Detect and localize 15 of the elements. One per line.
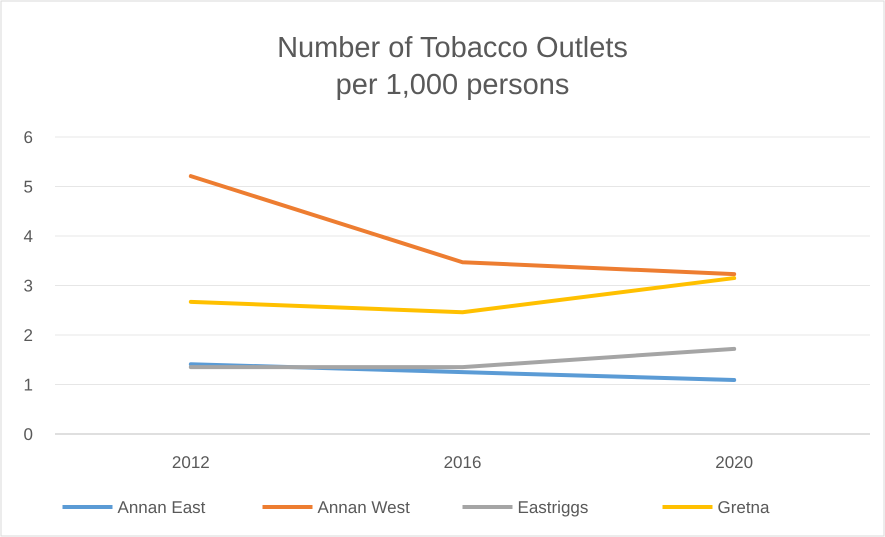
y-tick-label: 1: [24, 375, 33, 394]
x-tick-label: 2020: [715, 453, 754, 472]
legend-label: Eastriggs: [518, 498, 588, 517]
y-tick-label: 3: [24, 276, 33, 296]
chart-title: Number of Tobacco Outlets per 1,000 persons: [277, 32, 628, 101]
y-tick-label: 5: [24, 177, 33, 196]
y-tick-label: 0: [24, 424, 33, 444]
y-tick-label: 4: [24, 226, 33, 246]
x-tick-label: 2016: [444, 453, 482, 472]
legend-label: Annan West: [318, 498, 410, 517]
y-tick-label: 6: [24, 128, 33, 147]
legend-label: Annan East: [118, 498, 206, 517]
x-tick-label: 2012: [172, 453, 210, 472]
y-tick-label: 2: [24, 326, 33, 345]
legend-label: Gretna: [718, 498, 770, 517]
